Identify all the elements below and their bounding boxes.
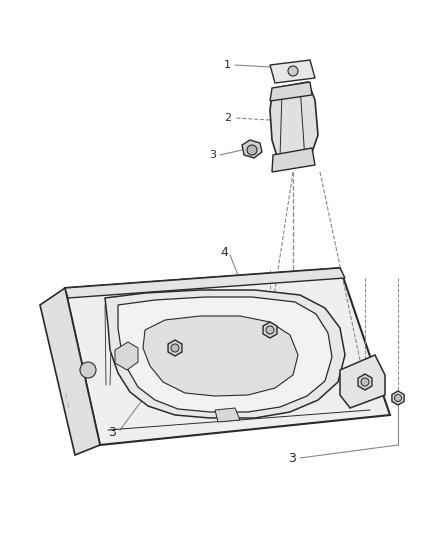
Polygon shape	[270, 82, 318, 165]
Circle shape	[171, 344, 179, 352]
Polygon shape	[270, 60, 315, 83]
Text: 3: 3	[108, 426, 116, 440]
Text: 4: 4	[220, 246, 228, 259]
Text: 3: 3	[209, 150, 216, 160]
Polygon shape	[168, 340, 182, 356]
Text: 2: 2	[224, 113, 231, 123]
Polygon shape	[105, 290, 345, 418]
Polygon shape	[118, 297, 332, 412]
Polygon shape	[242, 140, 262, 158]
Polygon shape	[263, 322, 277, 338]
Polygon shape	[270, 82, 312, 101]
Text: 3: 3	[288, 451, 296, 464]
Circle shape	[288, 66, 298, 76]
Polygon shape	[340, 355, 385, 408]
Polygon shape	[65, 268, 345, 298]
Circle shape	[266, 326, 274, 334]
Circle shape	[80, 362, 96, 378]
Polygon shape	[40, 288, 100, 455]
Circle shape	[247, 145, 257, 155]
Polygon shape	[392, 391, 404, 405]
Polygon shape	[143, 316, 298, 396]
Circle shape	[361, 378, 369, 386]
Polygon shape	[65, 268, 390, 445]
Circle shape	[395, 394, 402, 401]
Text: i: i	[66, 400, 68, 409]
Polygon shape	[215, 408, 240, 422]
Polygon shape	[115, 342, 138, 370]
Text: 1: 1	[224, 60, 231, 70]
Text: i: i	[64, 391, 66, 400]
Polygon shape	[358, 374, 372, 390]
Polygon shape	[272, 148, 315, 172]
